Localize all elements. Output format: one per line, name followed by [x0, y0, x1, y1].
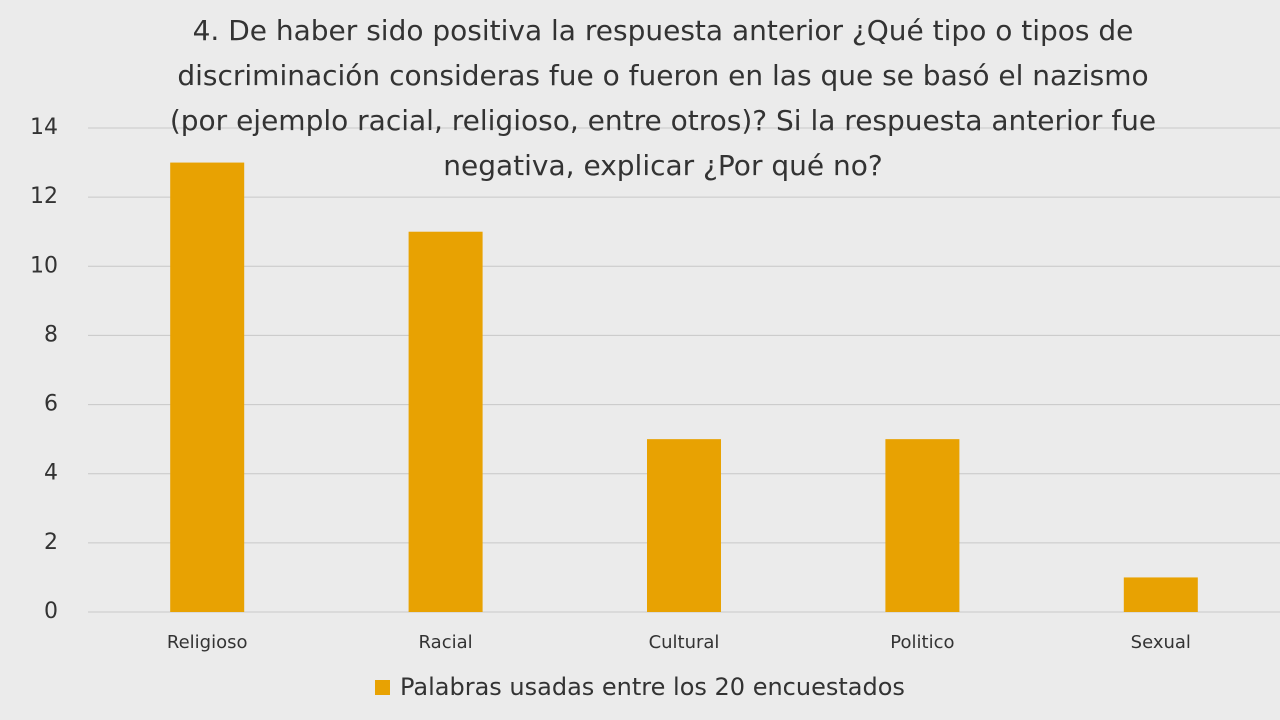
y-tick-label: 8 [44, 322, 58, 347]
y-tick-label: 0 [44, 599, 58, 624]
bar [647, 439, 721, 612]
y-tick-label: 12 [30, 184, 58, 209]
bar [1123, 577, 1198, 612]
y-tick-label: 6 [44, 392, 58, 417]
chart-title: 4. De haber sido positiva la respuesta a… [169, 14, 1157, 182]
y-tick-label: 4 [44, 461, 58, 486]
y-tick-label: 14 [30, 115, 58, 140]
x-tick-label: Religioso [167, 632, 248, 653]
bar [170, 162, 245, 613]
y-tick-label: 2 [44, 530, 58, 555]
x-tick-label: Racial [419, 632, 473, 653]
y-tick-label: 10 [30, 253, 58, 278]
x-tick-label: Sexual [1131, 632, 1191, 653]
x-tick-label: Cultural [649, 632, 720, 653]
x-tick-label: Politico [890, 632, 954, 653]
legend-swatch [375, 680, 390, 695]
bar [408, 231, 483, 612]
bar [885, 439, 960, 612]
legend-label: Palabras usadas entre los 20 encuestados [400, 673, 905, 701]
